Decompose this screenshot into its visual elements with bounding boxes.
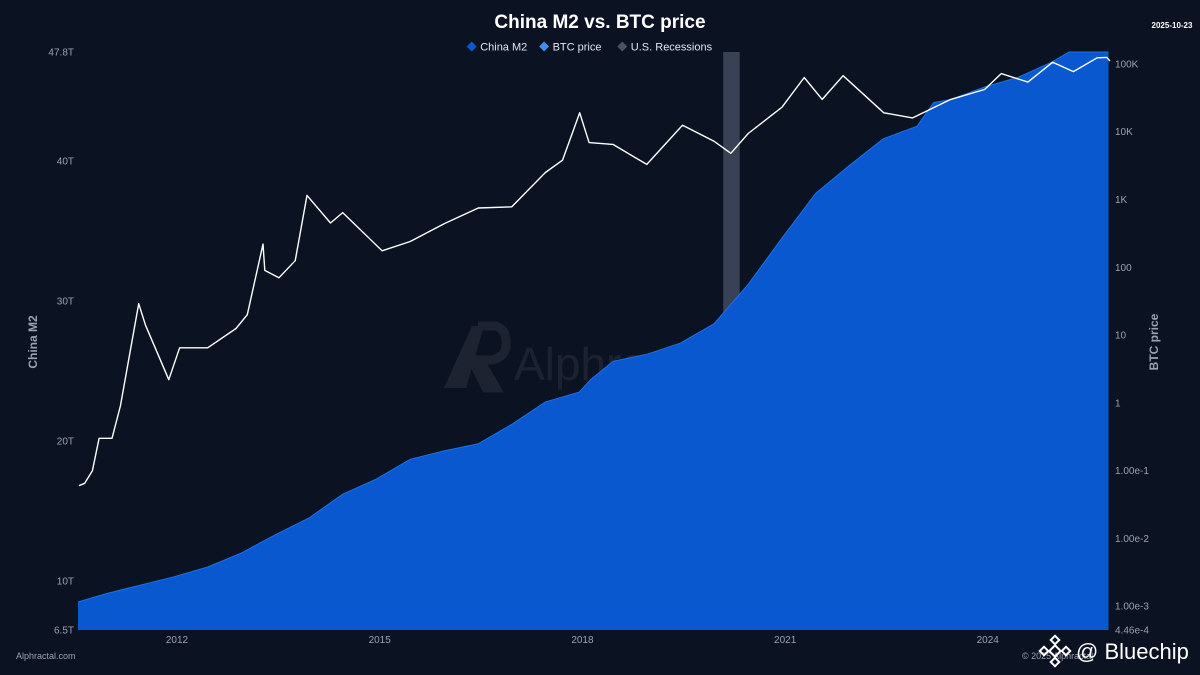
y-right-tick-label: 10 xyxy=(1115,331,1127,342)
y-right-tick-label: 100K xyxy=(1115,59,1139,70)
binance-logo-icon xyxy=(1038,634,1072,668)
legend-label: China M2 xyxy=(480,42,527,54)
y-left-tick-label: 30T xyxy=(57,297,74,308)
x-axis-ticks: 2012 2015 2018 2021 2024 xyxy=(166,635,999,646)
brand-text: @ Bluechip xyxy=(1076,639,1189,664)
y-left-tick-label: 20T xyxy=(57,437,74,448)
legend-item[interactable]: China M2 xyxy=(466,41,528,54)
y-right-tick-label: 1.00e-3 xyxy=(1115,602,1149,613)
source-label: Alphractal.com xyxy=(16,651,76,661)
legend-marker xyxy=(466,41,477,52)
legend-marker xyxy=(617,41,628,52)
x-tick-label: 2021 xyxy=(774,635,797,646)
alphractal-logo-icon xyxy=(444,321,511,393)
legend-item[interactable]: BTC price xyxy=(539,41,602,54)
legend-label: U.S. Recessions xyxy=(631,42,713,54)
legend: China M2 BTC price U.S. Recessions xyxy=(466,41,713,54)
y-right-tick-label: 1.00e-2 xyxy=(1115,534,1149,545)
x-tick-label: 2018 xyxy=(571,635,594,646)
y-right-tick-label: 1 xyxy=(1115,398,1121,409)
y-right-tick-label: 100 xyxy=(1115,263,1132,274)
chart-date: 2025-10-23 xyxy=(1152,21,1193,30)
y-left-tick-label: 10T xyxy=(57,577,74,588)
legend-label: BTC price xyxy=(553,42,602,54)
legend-marker xyxy=(539,41,550,52)
chart-title: China M2 vs. BTC price xyxy=(494,12,705,33)
legend-item[interactable]: U.S. Recessions xyxy=(617,41,713,54)
y-right-axis-title: BTC price xyxy=(1147,313,1161,370)
china-m2-area xyxy=(78,52,1109,630)
y-right-tick-label: 1K xyxy=(1115,195,1128,206)
y-left-axis-ticks: 6.5T 10T 20T 30T 40T 47.8T xyxy=(48,48,74,637)
y-right-tick-label: 10K xyxy=(1115,127,1133,138)
y-right-tick-label: 4.46e-4 xyxy=(1115,626,1149,637)
y-left-tick-label: 6.5T xyxy=(54,626,74,637)
copyright-label: © 2025 Alphractal xyxy=(1022,651,1093,661)
y-left-tick-label: 47.8T xyxy=(48,48,74,59)
x-tick-label: 2012 xyxy=(166,635,189,646)
y-right-tick-label: 1.00e-1 xyxy=(1115,466,1149,477)
x-tick-label: 2024 xyxy=(977,635,1000,646)
x-tick-label: 2015 xyxy=(369,635,392,646)
y-left-tick-label: 40T xyxy=(57,157,74,168)
brand-overlay: @ Bluechip xyxy=(1038,634,1189,668)
y-left-axis-title: China M2 xyxy=(26,315,40,369)
btc-price-line xyxy=(78,56,1111,487)
y-right-axis-ticks: 4.46e-4 1.00e-3 1.00e-2 1.00e-1 1 10 100 1K 10K 1… xyxy=(1115,59,1149,636)
